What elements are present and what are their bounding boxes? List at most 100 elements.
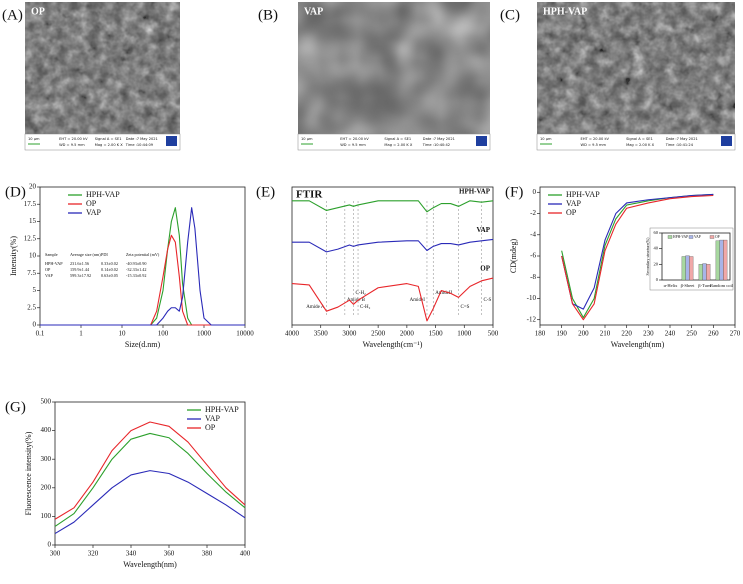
legend-swatch xyxy=(667,235,673,239)
y-tick-label: -10 xyxy=(527,294,537,302)
table-cell: -40.93±0.90 xyxy=(126,261,146,266)
x-axis-label: Size(d.nm) xyxy=(125,340,161,349)
sem-eht: EHT = 20.00 kV xyxy=(340,137,369,141)
bar xyxy=(702,263,707,281)
sem-scale: 10 μm xyxy=(540,137,552,141)
sem-eht: EHT = 20.00 kV xyxy=(59,137,88,141)
x-tick-label: 190 xyxy=(556,330,567,338)
sem-time: Time :10:41:24 xyxy=(665,143,694,147)
table-cell: VAP xyxy=(45,273,54,278)
table-cell: HPH-VAP xyxy=(45,261,63,266)
x-tick-label: 500 xyxy=(488,330,499,338)
x-tick-label: 320 xyxy=(88,550,99,558)
annotation-label: C-S xyxy=(484,298,492,303)
sem-scale: 10 μm xyxy=(301,137,313,141)
x-tick-label: 3000 xyxy=(342,330,357,338)
annotation-label: Amide A xyxy=(306,305,325,310)
y-tick-label: 0 xyxy=(533,188,537,196)
x-tick-label: 340 xyxy=(126,550,137,558)
y-tick-label: 20 xyxy=(29,183,37,191)
line-series xyxy=(292,200,494,213)
panel-label: (F) xyxy=(505,184,523,200)
x-tick-label: 380 xyxy=(202,550,213,558)
plot-frame xyxy=(291,186,494,326)
annotation-label: C-H₂ xyxy=(355,291,366,296)
x-axis-label: Wavelength(cm⁻¹) xyxy=(363,340,423,349)
x-tick-label: 0.1 xyxy=(36,330,45,338)
legend-label: VAP xyxy=(566,199,582,208)
bar xyxy=(698,264,703,281)
x-tick-label: β-Sheet xyxy=(681,283,696,288)
legend-label: VAP xyxy=(694,235,701,239)
x-tick-label: 230 xyxy=(643,330,654,338)
sem-footer xyxy=(24,133,181,151)
line-series xyxy=(40,207,245,326)
sem-eht: EHT = 20.00 kV xyxy=(581,137,610,141)
x-tick-label: 220 xyxy=(621,330,632,338)
x-tick-label: 200 xyxy=(578,330,589,338)
table-cell: 0.63±0.05 xyxy=(101,273,118,278)
y-tick-label: -4 xyxy=(530,230,536,238)
y-tick-label: -6 xyxy=(530,252,536,260)
y-tick-label: -8 xyxy=(530,273,536,281)
sem-signal: Signal A = SE1 xyxy=(626,137,653,141)
table-cell: 0.14±0.02 xyxy=(101,267,118,272)
line-series xyxy=(40,234,245,326)
annotation-label: C-H₂ xyxy=(360,305,371,310)
x-tick-label: 1000 xyxy=(197,330,212,338)
sem-date: Date :7 May 2021 xyxy=(666,137,698,141)
sem-footer xyxy=(536,133,736,151)
sem-time: Time :10:44:09 xyxy=(125,143,154,147)
table-header: PDI xyxy=(101,252,108,257)
x-tick-label: 400 xyxy=(240,550,251,558)
y-tick-label: 5 xyxy=(33,286,37,294)
panel-label: (D) xyxy=(5,184,26,200)
sem-mag: Mag = 2.00 K X xyxy=(95,143,124,147)
y-tick-label: 15 xyxy=(29,217,37,225)
sem-scale: 10 μm xyxy=(28,137,40,141)
sem-logo xyxy=(476,136,487,146)
y-tick-label: 400 xyxy=(41,426,52,434)
y-tick-label: -2 xyxy=(530,209,536,217)
sem-texture xyxy=(298,2,490,134)
x-tick-label: 300 xyxy=(50,550,61,558)
sem-logo xyxy=(166,136,177,146)
bar xyxy=(723,239,728,281)
sem-label: HPH-VAP xyxy=(543,6,587,17)
y-tick-label: 0 xyxy=(656,277,659,282)
table-cell: 231.6±1.56 xyxy=(70,261,89,266)
sem-logo xyxy=(721,136,732,146)
line-series xyxy=(561,194,714,321)
table-header: Zeta potential (mV) xyxy=(126,252,160,257)
table-header: Average size (nm) xyxy=(70,252,101,257)
panel-label: (A) xyxy=(2,7,23,23)
panel-label: (C) xyxy=(500,7,520,23)
x-tick-label: 270 xyxy=(730,330,741,338)
y-tick-label: -12 xyxy=(527,315,537,323)
sem-label: OP xyxy=(31,6,45,17)
legend-swatch xyxy=(709,235,715,239)
sem-label: VAP xyxy=(304,6,323,17)
x-tick-label: 240 xyxy=(665,330,676,338)
sem-date: Date :7 May 2021 xyxy=(423,137,455,141)
y-tick-label: 20 xyxy=(654,261,659,266)
sem-wd: WD = 9.5 mm xyxy=(59,143,85,147)
line-series xyxy=(54,432,246,527)
chart-title: FTIR xyxy=(296,189,323,201)
x-tick-label: 1500 xyxy=(429,330,444,338)
table-cell: 0.33±0.02 xyxy=(101,261,118,266)
sem-texture xyxy=(25,2,180,134)
x-tick-label: 10 xyxy=(119,330,127,338)
bar xyxy=(706,264,711,281)
plot-frame xyxy=(661,232,731,281)
x-tick-label: 2000 xyxy=(400,330,415,338)
y-axis-label: Secondary structure(%) xyxy=(645,237,650,276)
sem-texture xyxy=(537,2,735,134)
x-tick-label: 210 xyxy=(600,330,611,338)
line-series xyxy=(561,193,714,310)
legend-label: HPH-VAP xyxy=(205,405,239,414)
y-tick-label: 10 xyxy=(29,252,37,260)
annotation-label: C=S xyxy=(461,305,470,310)
sem-wd: WD = 9.5 mm xyxy=(340,143,366,147)
